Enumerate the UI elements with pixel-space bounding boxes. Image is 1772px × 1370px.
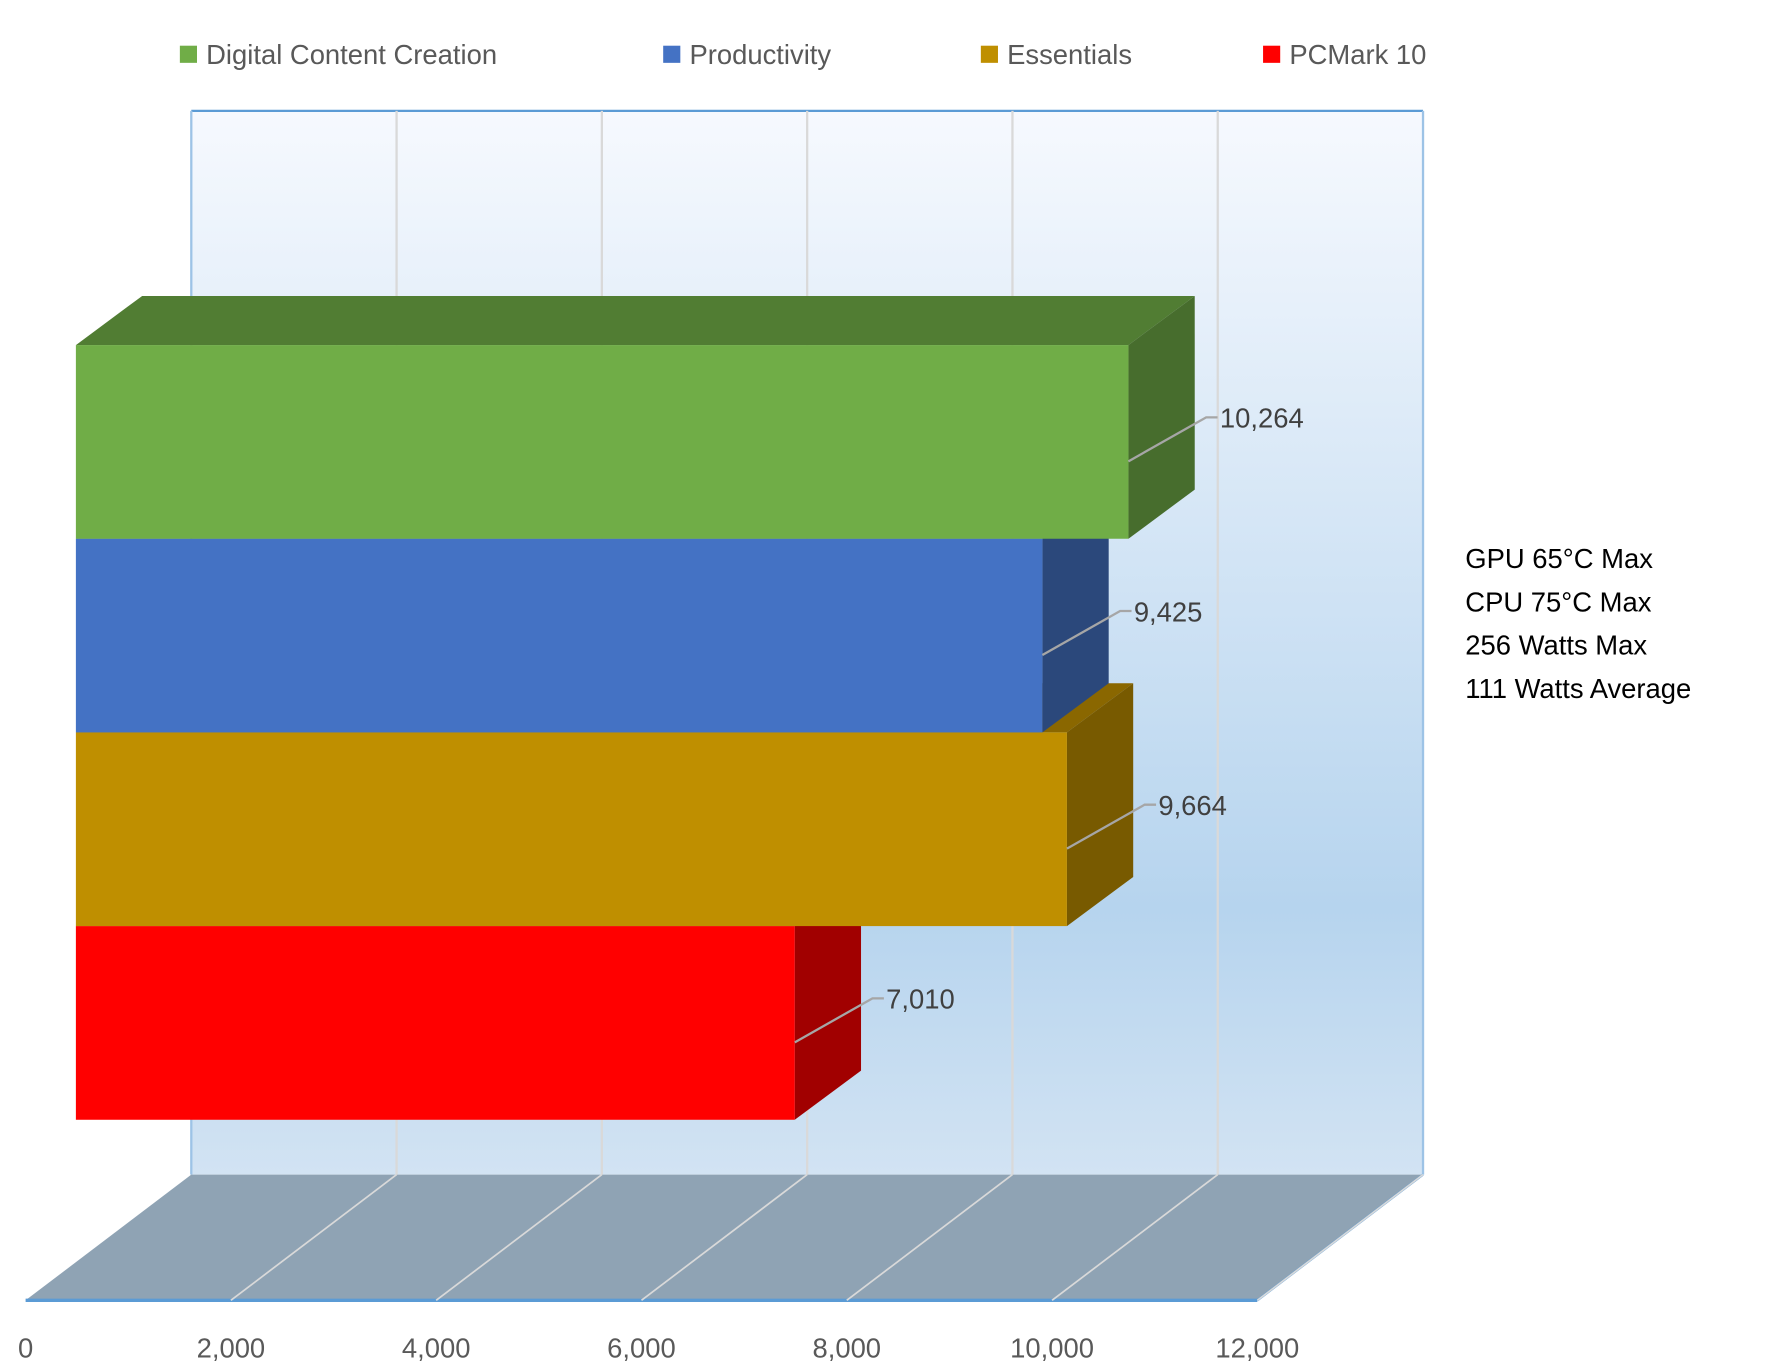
floor-gridline <box>1256 1173 1424 1301</box>
bar-side-face <box>1042 489 1109 733</box>
floor-gridline <box>435 1173 603 1301</box>
annotation-line: 111 Watts Average <box>1465 673 1691 704</box>
floor-gridline <box>230 1173 398 1301</box>
bar-side-face <box>794 876 862 1120</box>
floor-gridline <box>1051 1173 1219 1301</box>
bar-side-face <box>1066 683 1134 927</box>
bar-front-face <box>75 345 1129 539</box>
bar-front-face <box>75 732 1067 927</box>
bar-digital-content-creation: 10,264 <box>75 295 1304 539</box>
annotation-line: GPU 65°C Max <box>1465 543 1653 574</box>
data-label: 9,664 <box>1158 790 1227 821</box>
annotation-line: 256 Watts Max <box>1465 630 1647 661</box>
data-label-leader-line <box>1066 803 1157 850</box>
bar-front-face <box>75 926 795 1120</box>
x-tick-label: 8,000 <box>812 1332 881 1363</box>
x-tick-label: 4,000 <box>402 1332 471 1363</box>
legend-swatch <box>980 45 998 63</box>
x-tick-label: 12,000 <box>1215 1332 1299 1363</box>
data-label-leader-line <box>1041 609 1132 657</box>
legend: Digital Content Creation Productivity Esse… <box>179 39 1426 70</box>
data-label: 9,425 <box>1134 596 1203 627</box>
bar-side-face <box>1128 295 1195 539</box>
x-tick-label: 2,000 <box>197 1332 266 1363</box>
legend-swatch <box>663 45 681 63</box>
data-label: 7,010 <box>886 984 955 1015</box>
legend-label: Essentials <box>1007 39 1132 70</box>
data-label-leader-line <box>794 997 884 1044</box>
legend-label: Digital Content Creation <box>206 39 497 70</box>
x-tick-label: 0 <box>18 1332 33 1363</box>
legend-swatch <box>1263 45 1281 63</box>
legend-swatch <box>179 45 198 63</box>
legend-label: Productivity <box>689 39 831 70</box>
bar-top-face <box>75 295 1195 346</box>
bar-front-face <box>75 538 1043 733</box>
legend-label: PCMark 10 <box>1289 39 1426 70</box>
x-tick-label: 10,000 <box>1010 1332 1094 1363</box>
data-label-leader-line <box>1127 416 1218 463</box>
annotation-line: CPU 75°C Max <box>1465 586 1651 617</box>
x-tick-label: 6,000 <box>607 1332 676 1363</box>
floor-gridline <box>640 1173 808 1301</box>
floor-gridline <box>846 1173 1013 1301</box>
annotation-text: GPU 65°C Max CPU 75°C Max 256 Watts Max 111… <box>1465 543 1691 704</box>
data-label: 10,264 <box>1220 403 1304 434</box>
